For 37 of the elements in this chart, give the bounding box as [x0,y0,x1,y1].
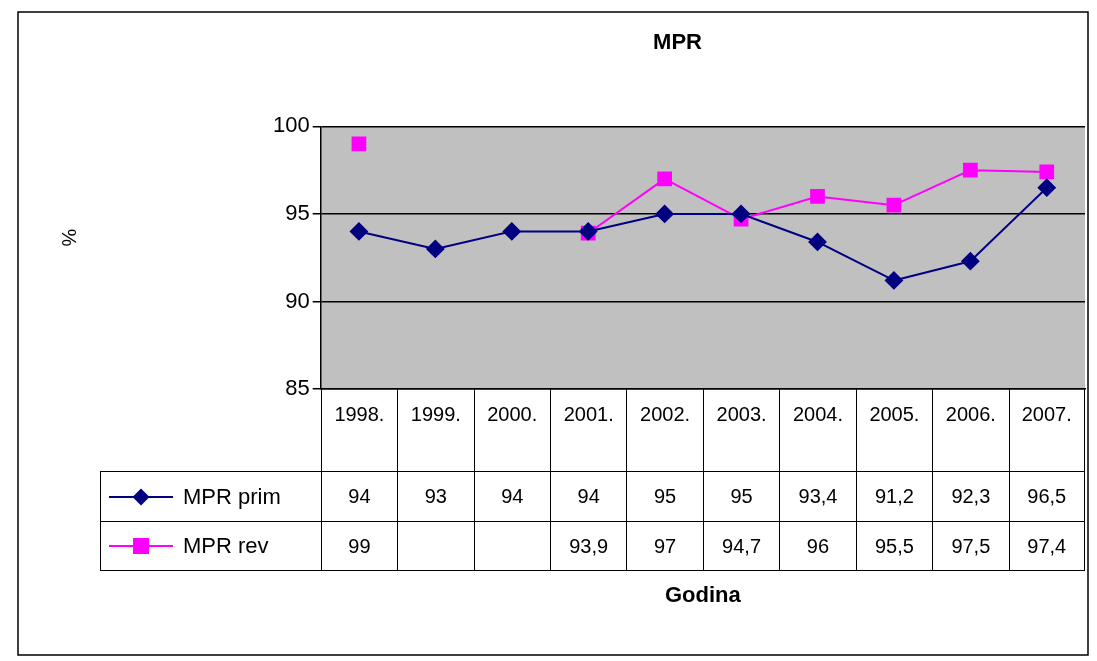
x-tick-label: 1998. [334,403,385,426]
data-label: 93,4 [798,485,838,508]
data-label: 94 [348,485,371,508]
x-tick-label: 2004. [792,403,844,426]
x-tick-label: 2000. [487,403,538,426]
x-tick-label: 2003. [716,403,767,426]
data-label: 97,4 [1027,534,1067,558]
x-tick-label: 2007. [1021,403,1072,426]
data-label: 96 [806,534,830,558]
data-label: 96,5 [1027,485,1067,508]
data-label: 94,7 [722,534,762,558]
data-label: 94 [577,485,600,508]
data-label: 94 [501,485,524,508]
x-tick-label: 1999. [410,403,461,426]
data-label: 95 [730,485,753,508]
data-label: 95 [654,485,677,508]
x-tick-label: 2005. [869,403,920,426]
data-label: 93 [424,485,447,508]
y-tick-label: 100 [272,112,310,138]
text: % [58,228,81,247]
y-tick-label: 90 [285,287,310,313]
data-label: 93,9 [569,534,609,558]
data-label: 97 [654,534,677,558]
data-label: 91,2 [874,485,914,508]
data-label: 97,5 [951,534,991,558]
text: Godina [664,582,742,608]
x-tick-label: 2002. [640,403,691,426]
legend-label: MPR rev [183,533,269,559]
legend-label: MPR prim [183,483,281,510]
chart-title: MPR [653,29,703,55]
x-tick-label: 2001. [563,403,614,426]
data-label: 92,3 [951,485,991,508]
y-tick-label: 85 [285,375,310,401]
y-tick-label: 95 [285,200,310,225]
x-tick-label: 2006. [945,403,996,426]
data-label: 99 [348,534,371,558]
data-label: 95,5 [874,534,914,558]
